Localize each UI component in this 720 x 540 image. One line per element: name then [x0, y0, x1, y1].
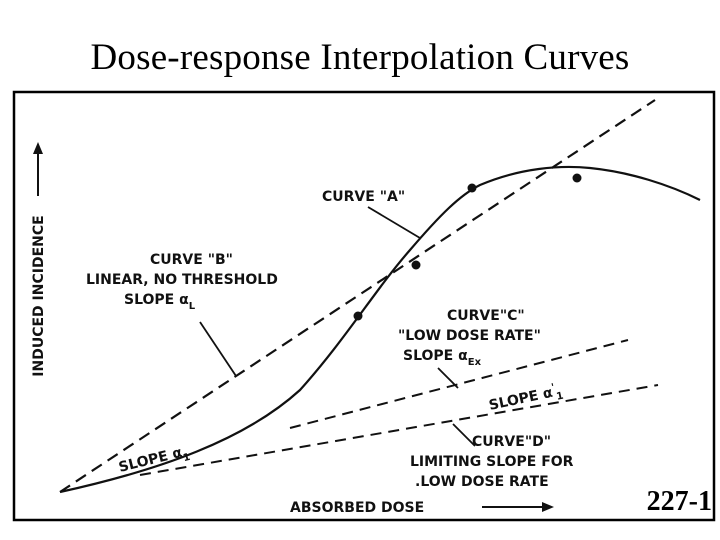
- curve-c-line: [289, 339, 629, 429]
- figure-frame: [12, 90, 716, 522]
- x-axis-arrow-icon: [482, 502, 554, 512]
- curve-b-leader: [199, 321, 237, 377]
- curve-b-slope: SLOPE αL: [124, 292, 196, 312]
- curve-c-slope-alpha1-label: SLOPE α'1: [487, 381, 565, 417]
- curve-a-leader: [367, 206, 421, 239]
- curve-d-desc-2: .LOW DOSE RATE: [415, 474, 549, 490]
- data-points: [353, 173, 582, 321]
- slide-title: Dose-response Interpolation Curves: [90, 37, 630, 78]
- curve-c-title: CURVE"C": [447, 308, 525, 324]
- curve-a-label: CURVE "A": [322, 189, 405, 205]
- curve-c-slope: SLOPE αEx: [403, 348, 482, 368]
- y-axis-arrow-icon: [33, 142, 43, 196]
- curve-c-desc: "LOW DOSE RATE": [398, 328, 541, 344]
- curve-c-leader: [437, 367, 459, 389]
- curve-d-desc: LIMITING SLOPE FOR: [410, 454, 574, 470]
- y-axis-label: INDUCED INCIDENCE: [31, 215, 47, 376]
- curve-a-line: [59, 165, 701, 494]
- data-point: [467, 183, 477, 193]
- curve-b-line: [59, 99, 656, 493]
- slide-number: 227-1: [646, 486, 712, 517]
- curve-d-title: CURVE"D": [472, 434, 551, 450]
- curve-d-leader: [452, 423, 476, 447]
- x-axis-label: ABSORBED DOSE: [290, 500, 424, 516]
- data-point: [572, 173, 582, 183]
- data-point: [353, 311, 363, 321]
- curve-b-desc: LINEAR, NO THRESHOLD: [86, 272, 278, 288]
- curve-d-line: [139, 384, 659, 476]
- y-axis-label-group: INDUCED INCIDENCE: [31, 215, 47, 376]
- data-point: [411, 260, 421, 270]
- curve-b-title: CURVE "B": [150, 252, 233, 268]
